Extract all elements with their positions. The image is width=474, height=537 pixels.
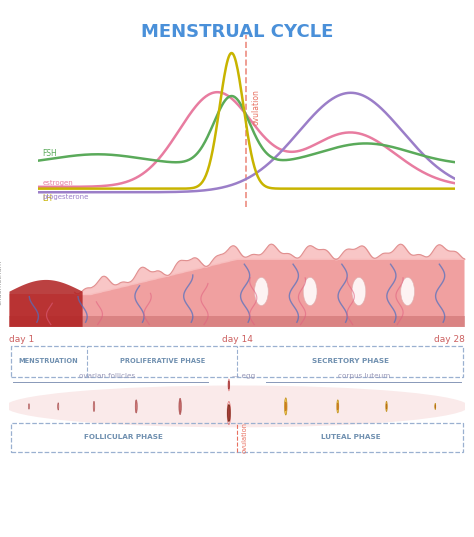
Circle shape (337, 403, 338, 410)
Circle shape (386, 404, 387, 409)
Text: VectorStock®: VectorStock® (27, 474, 114, 484)
Circle shape (179, 398, 182, 415)
Text: FOLLICULAR PHASE: FOLLICULAR PHASE (84, 434, 163, 440)
Circle shape (285, 402, 286, 411)
Circle shape (58, 403, 59, 410)
Circle shape (337, 400, 339, 413)
Text: ovulation: ovulation (252, 89, 261, 125)
Circle shape (58, 404, 59, 409)
Text: ovarian follicles: ovarian follicles (79, 373, 135, 380)
Text: LUTEAL PHASE: LUTEAL PHASE (321, 434, 381, 440)
Circle shape (136, 403, 137, 410)
Text: estrogen: estrogen (42, 180, 73, 186)
Text: LH: LH (42, 194, 53, 203)
Circle shape (135, 400, 137, 413)
Circle shape (93, 403, 94, 409)
Circle shape (284, 398, 287, 415)
Circle shape (435, 403, 436, 410)
Ellipse shape (401, 278, 415, 306)
Text: SECRETORY PHASE: SECRETORY PHASE (312, 358, 389, 364)
Polygon shape (9, 316, 465, 327)
Text: ovulation: ovulation (242, 422, 248, 453)
Ellipse shape (5, 386, 469, 427)
Polygon shape (9, 280, 82, 327)
Text: day 28: day 28 (434, 335, 465, 344)
Text: endometrium: endometrium (0, 259, 3, 305)
Circle shape (386, 401, 387, 411)
Ellipse shape (352, 278, 366, 306)
Circle shape (228, 405, 230, 422)
Text: MENSTRUATION: MENSTRUATION (18, 358, 78, 364)
Circle shape (93, 401, 95, 411)
Text: progesterone: progesterone (42, 194, 89, 200)
Polygon shape (9, 259, 465, 327)
Text: MENSTRUAL CYCLE: MENSTRUAL CYCLE (141, 23, 333, 41)
Text: corpus luteum: corpus luteum (337, 373, 390, 380)
Text: day 1: day 1 (9, 335, 35, 344)
Text: VectorStock.com/9206718: VectorStock.com/9206718 (350, 475, 451, 484)
Circle shape (180, 402, 181, 411)
Ellipse shape (303, 278, 317, 306)
Circle shape (28, 404, 29, 409)
Text: day 14: day 14 (221, 335, 253, 344)
Text: FSH: FSH (42, 149, 57, 158)
Text: PROLIFERATIVE PHASE: PROLIFERATIVE PHASE (119, 358, 205, 364)
Text: — egg: — egg (232, 373, 255, 380)
Ellipse shape (255, 278, 268, 306)
Circle shape (228, 381, 229, 389)
